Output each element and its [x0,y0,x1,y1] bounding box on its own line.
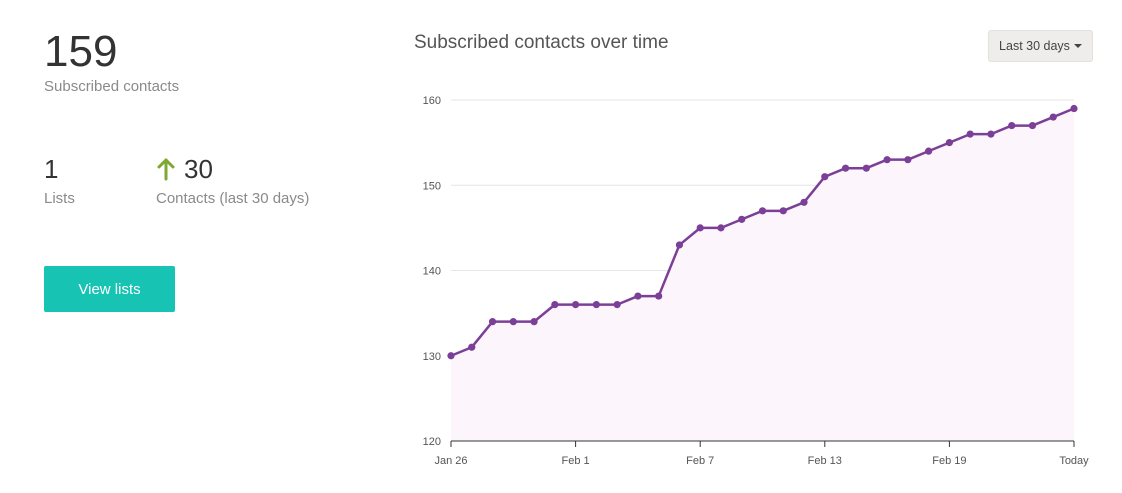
data-point [1049,113,1057,121]
data-point [841,164,850,172]
data-point [509,318,517,326]
arrow-up-icon [156,157,176,181]
data-point [966,130,974,138]
subscribers-line-chart: 120 130 140 150 160 Jan 26 Feb 1 Feb 7 Feb 13 Feb… [423,95,1090,467]
data-point [1070,104,1078,113]
data-point [800,198,808,206]
contacts-change-value: 30 [184,154,213,184]
lists-stat: 1 Lists [44,154,75,207]
data-point [592,301,600,309]
contacts-change-label: Contacts (last 30 days) [156,190,310,207]
y-tick-label: 130 [423,351,441,363]
data-point [987,130,995,138]
y-tick-label: 150 [423,180,441,192]
data-point [925,147,933,155]
lists-label: Lists [44,190,75,207]
lists-count: 1 [44,154,59,184]
data-point [613,301,621,309]
x-tick-label: Feb 19 [932,455,966,467]
x-tick-label: Feb 13 [808,455,842,467]
area-fill [451,108,1074,442]
data-point [488,318,497,326]
y-tick-label: 160 [423,95,441,107]
view-lists-button[interactable]: View lists [44,266,175,312]
data-point [821,173,829,181]
data-point [717,224,725,232]
chart-title: Subscribed contacts over time [414,32,669,53]
x-tick-label: Feb 7 [686,455,714,467]
summary-panel: 159 Subscribed contacts 1 Lists 30 Conta… [44,0,374,493]
data-point [904,156,912,164]
x-tick-label: Feb 1 [562,455,590,467]
data-point [883,156,891,164]
data-point [862,164,870,172]
data-point [655,292,663,300]
data-point [696,224,704,232]
y-tick-label: 120 [423,436,441,448]
data-point [675,241,684,249]
data-point [572,301,580,309]
data-point [530,318,538,326]
subscribed-label: Subscribed contacts [44,78,180,95]
contacts-change-stat: 30 Contacts (last 30 days) [156,154,309,207]
data-point [945,139,954,147]
y-tick-label: 140 [423,266,441,278]
data-point [447,352,455,360]
date-range-dropdown[interactable]: Last 30 days [988,30,1093,62]
data-point [551,301,559,309]
data-point [1008,121,1016,130]
x-tick-label: Jan 26 [434,455,467,467]
data-point [1028,121,1037,130]
subscribed-count: 159 [44,27,118,76]
x-tick-label: Today [1059,455,1089,467]
data-point [634,292,642,300]
data-point [738,215,746,223]
data-point [758,207,767,215]
data-point [779,207,787,215]
date-range-label: Last 30 days [999,39,1070,53]
data-point [468,343,476,351]
caret-down-icon [1073,44,1082,48]
